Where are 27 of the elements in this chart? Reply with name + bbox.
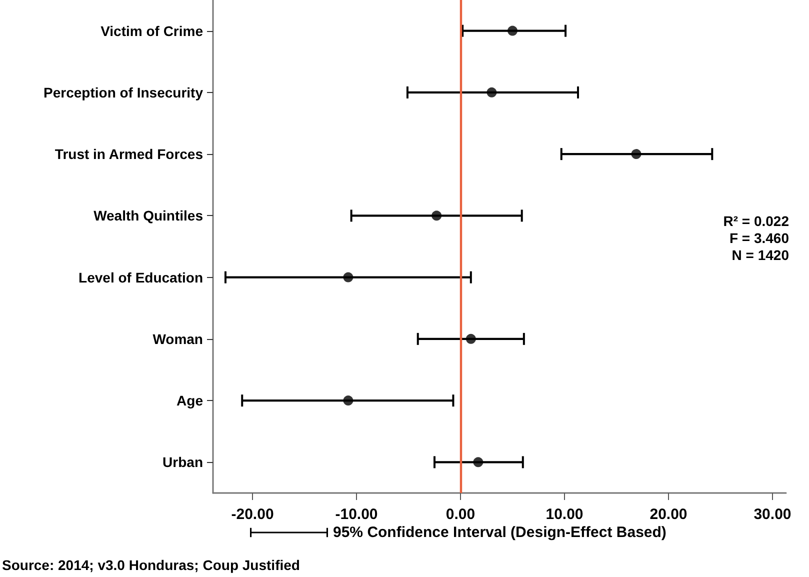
y-tick-label: Trust in Armed Forces [54, 146, 204, 162]
x-tick-label: 10.00 [546, 506, 584, 523]
x-tick-label: -20.00 [231, 506, 274, 523]
legend-label: 95% Confidence Interval (Design-Effect Based) [333, 524, 666, 541]
annotation: F = 3.460 [729, 230, 790, 246]
source-note: Source: 2014; v3.0 Honduras; Coup Justified [2, 557, 300, 573]
point [486, 87, 497, 98]
annotation: R² = 0.022 [723, 213, 790, 229]
point [473, 457, 484, 468]
point [343, 272, 354, 282]
y-tick-label: Victim of Crime [100, 22, 204, 39]
point [508, 26, 518, 36]
y-tick-label: Woman [152, 330, 203, 347]
x-tick-label: 20.00 [650, 506, 688, 523]
x-tick-label: -10.00 [335, 506, 378, 523]
y-tick-label: Level of Education [78, 269, 203, 286]
y-tick-label: Urban [162, 454, 203, 470]
point [432, 210, 442, 221]
annotation: N = 1420 [732, 247, 790, 263]
x-tick-label: 30.00 [754, 506, 792, 523]
point [466, 334, 476, 344]
y-tick-label: Wealth Quintiles [94, 208, 204, 224]
y-tick-label: Perception of Insecurity [44, 84, 204, 100]
y-tick-label: Age [176, 392, 204, 409]
point [631, 149, 642, 160]
x-tick-label: 0.00 [446, 506, 476, 523]
point [343, 396, 354, 406]
